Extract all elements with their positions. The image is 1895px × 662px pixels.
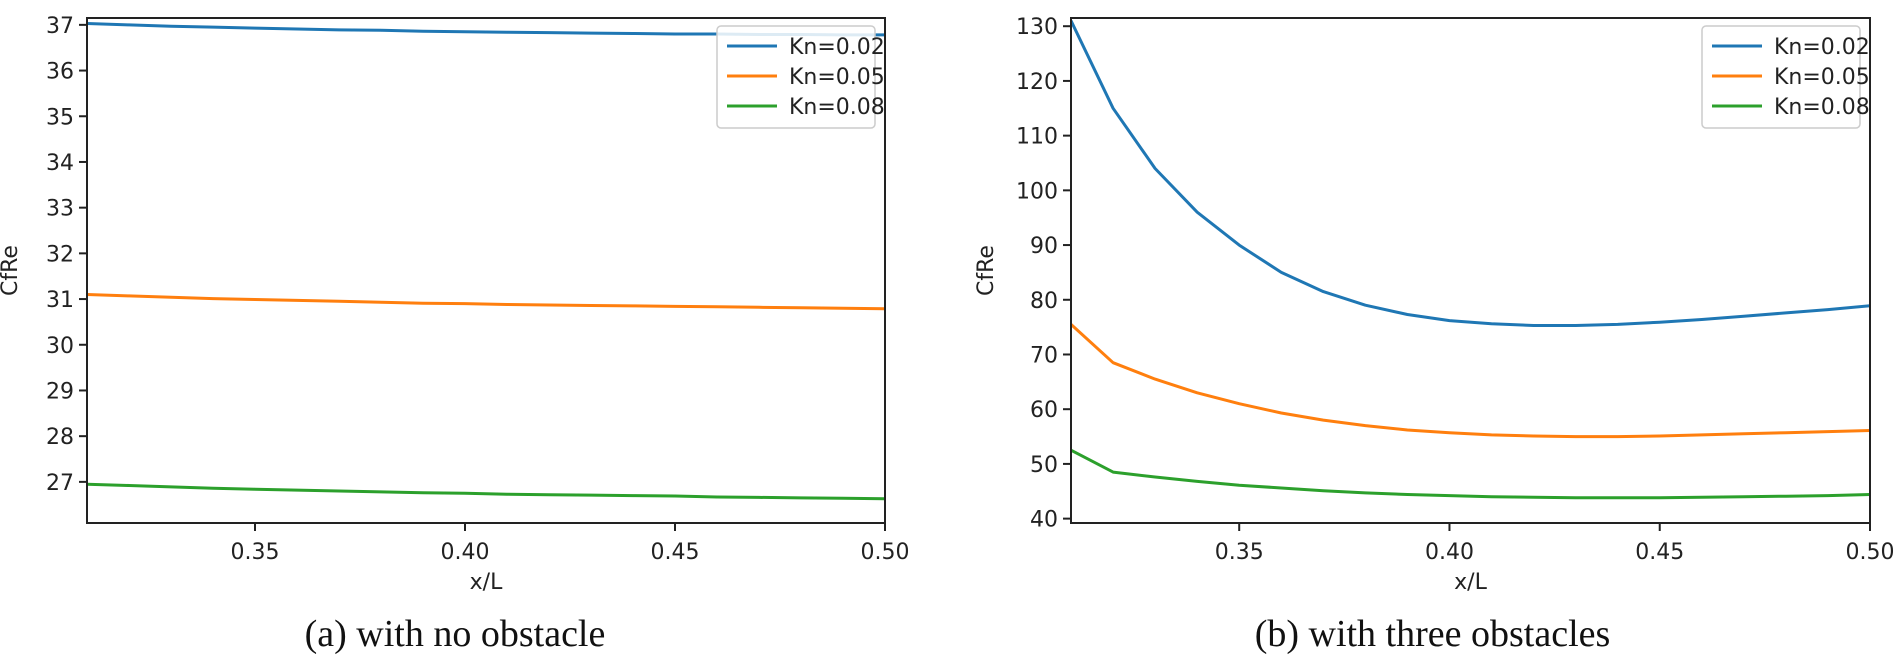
legend-label-0: Kn=0.02 xyxy=(1774,35,1870,60)
y-tick-label: 33 xyxy=(46,197,74,222)
chart-b: 0.35 0.40 0.45 0.50 40 50 60 70 80 90 100 110 120 130… xyxy=(974,15,1895,595)
plot-area xyxy=(1071,20,1870,500)
y-tick-label: 28 xyxy=(46,425,74,450)
y-axis-label: CfRe xyxy=(0,245,23,296)
y-tick-label: 130 xyxy=(1016,15,1058,40)
y-tick-label: 36 xyxy=(46,60,74,85)
series-line-2 xyxy=(87,482,885,501)
y-tick-label: 50 xyxy=(1030,453,1058,478)
y-tick-label: 35 xyxy=(46,105,74,130)
y-tick-label: 80 xyxy=(1030,289,1058,314)
y-tick-label: 31 xyxy=(46,288,74,313)
legend-box xyxy=(1701,25,1861,129)
chart-a: 0.35 0.40 0.45 0.50 27 28 29 30 31 32 33 34 35 36 37 x/… xyxy=(0,14,910,595)
series-line-1 xyxy=(1071,323,1870,439)
y-tick-label: 110 xyxy=(1016,125,1058,150)
chart-panel-a: 0.35 0.40 0.45 0.50 27 28 29 30 31 32 33 34 35 36 37 x/… xyxy=(0,0,940,662)
y-tick-label: 34 xyxy=(46,151,74,176)
legend-label-2: Kn=0.08 xyxy=(1774,95,1870,120)
caption-b: (b) with three obstacles xyxy=(1254,613,1611,655)
x-tick-label: 0.50 xyxy=(861,540,910,565)
x-tick-label: 0.40 xyxy=(441,540,490,565)
axes-frame xyxy=(86,17,886,524)
y-tick-label: 70 xyxy=(1030,343,1058,368)
axes-frame xyxy=(1070,17,1871,524)
series-line-2 xyxy=(1071,448,1870,500)
x-tick-label: 0.50 xyxy=(1846,540,1895,565)
y-tick-label: 60 xyxy=(1030,398,1058,423)
y-tick-label: 27 xyxy=(46,471,74,496)
x-tick-label: 0.40 xyxy=(1425,540,1474,565)
legend-label-1: Kn=0.05 xyxy=(1774,65,1870,90)
x-tick-label: 0.35 xyxy=(1215,540,1264,565)
y-tick-label: 37 xyxy=(46,14,74,39)
y-tick-label: 32 xyxy=(46,242,74,267)
legend-label-1: Kn=0.05 xyxy=(789,65,885,90)
x-axis-label: x/L xyxy=(1454,570,1487,595)
y-tick-label: 120 xyxy=(1016,70,1058,95)
x-tick-label: 0.45 xyxy=(1635,540,1684,565)
series-line-0 xyxy=(1071,20,1870,327)
y-axis-label: CfRe xyxy=(975,245,999,296)
y-tick-label: 100 xyxy=(1016,179,1058,204)
y-tick-label: 40 xyxy=(1030,508,1058,533)
legend-box xyxy=(716,25,876,129)
x-tick-label: 0.45 xyxy=(651,540,700,565)
chart-panel-b: 0.35 0.40 0.45 0.50 40 50 60 70 80 90 100 110 120 130… xyxy=(974,0,1895,662)
x-axis-label: x/L xyxy=(470,570,503,595)
series-line-1 xyxy=(87,293,885,311)
legend-label-2: Kn=0.08 xyxy=(789,95,885,120)
y-tick-label: 29 xyxy=(46,379,74,404)
y-tick-label: 90 xyxy=(1030,234,1058,259)
legend-label-0: Kn=0.02 xyxy=(789,35,885,60)
x-tick-label: 0.35 xyxy=(231,540,280,565)
y-tick-label: 30 xyxy=(46,334,74,359)
legend: Kn=0.02 Kn=0.05 Kn=0.08 xyxy=(716,25,885,129)
legend: Kn=0.02 Kn=0.05 Kn=0.08 xyxy=(1701,25,1870,129)
caption-a: (a) with no obstacle xyxy=(304,613,606,655)
